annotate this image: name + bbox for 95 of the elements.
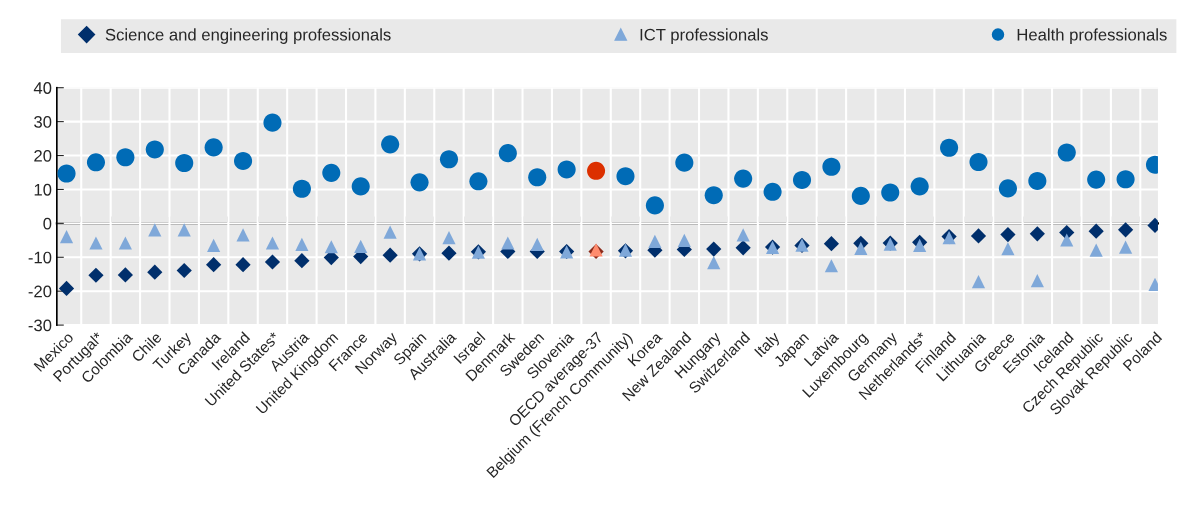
point bbox=[616, 167, 635, 186]
point bbox=[118, 236, 132, 250]
point bbox=[648, 234, 662, 248]
point bbox=[382, 247, 398, 263]
point bbox=[176, 262, 192, 279]
point bbox=[207, 238, 221, 252]
point bbox=[823, 236, 840, 252]
point bbox=[704, 186, 723, 205]
point bbox=[763, 182, 782, 201]
point bbox=[1000, 226, 1016, 243]
point bbox=[294, 253, 310, 269]
point bbox=[736, 228, 750, 242]
point bbox=[1119, 240, 1133, 254]
y-tick-label: -30 bbox=[28, 319, 52, 332]
y-tick-label: 10 bbox=[34, 183, 52, 196]
point bbox=[940, 138, 959, 157]
point bbox=[147, 264, 163, 280]
y-tick-label: 0 bbox=[43, 217, 52, 230]
y-tick-label: -10 bbox=[28, 251, 52, 264]
point bbox=[354, 239, 368, 253]
point bbox=[351, 177, 370, 196]
point bbox=[675, 153, 694, 172]
point bbox=[881, 183, 900, 202]
point bbox=[707, 256, 721, 270]
point bbox=[969, 152, 988, 172]
point bbox=[913, 238, 927, 252]
point bbox=[469, 172, 488, 191]
point bbox=[410, 173, 429, 192]
point bbox=[498, 144, 517, 163]
point bbox=[1057, 143, 1076, 162]
point bbox=[145, 140, 164, 159]
point bbox=[295, 237, 309, 251]
point bbox=[822, 157, 841, 176]
point bbox=[854, 241, 868, 256]
point bbox=[263, 113, 282, 132]
point bbox=[383, 225, 397, 239]
legend-label: ICT professionals bbox=[640, 28, 768, 44]
point bbox=[1030, 274, 1044, 288]
point bbox=[1117, 222, 1134, 238]
point bbox=[148, 223, 162, 237]
point bbox=[292, 179, 311, 198]
point bbox=[677, 233, 691, 247]
point bbox=[206, 257, 222, 273]
point bbox=[264, 254, 281, 270]
legend-label: Science and engineering professionals bbox=[105, 28, 391, 44]
point bbox=[322, 163, 341, 182]
point bbox=[439, 150, 459, 169]
point bbox=[236, 228, 250, 242]
point bbox=[792, 170, 812, 190]
point bbox=[235, 257, 251, 273]
point bbox=[265, 236, 280, 250]
point bbox=[735, 240, 751, 256]
point bbox=[117, 267, 133, 283]
point bbox=[324, 240, 338, 254]
point bbox=[442, 231, 456, 245]
legend-label: Health professionals bbox=[1017, 28, 1167, 44]
point bbox=[824, 259, 838, 273]
y-tick-label: 30 bbox=[34, 116, 52, 128]
point bbox=[88, 267, 104, 283]
point bbox=[501, 236, 515, 250]
point bbox=[57, 164, 76, 183]
point bbox=[1088, 223, 1104, 239]
point bbox=[89, 236, 103, 250]
point bbox=[1060, 233, 1074, 247]
point bbox=[998, 179, 1017, 198]
y-tick-label: -20 bbox=[28, 285, 52, 298]
point bbox=[971, 275, 986, 289]
point bbox=[1029, 226, 1045, 242]
point bbox=[734, 169, 753, 188]
point bbox=[530, 237, 544, 251]
point bbox=[645, 196, 664, 215]
point bbox=[59, 229, 74, 244]
point bbox=[1028, 171, 1047, 191]
point bbox=[175, 153, 194, 173]
point bbox=[587, 161, 606, 180]
point bbox=[1116, 170, 1135, 189]
point bbox=[116, 148, 135, 167]
point bbox=[910, 177, 929, 196]
point bbox=[970, 228, 987, 244]
point bbox=[528, 168, 547, 187]
point bbox=[177, 223, 191, 237]
point bbox=[381, 135, 400, 154]
point bbox=[1087, 170, 1106, 189]
point bbox=[557, 160, 576, 179]
y-tick-label: 40 bbox=[33, 82, 52, 94]
point bbox=[441, 245, 457, 261]
point bbox=[706, 241, 722, 257]
point bbox=[233, 151, 253, 171]
point bbox=[86, 153, 106, 172]
point bbox=[58, 280, 75, 297]
point bbox=[1089, 243, 1103, 257]
point bbox=[851, 186, 870, 205]
point bbox=[1001, 242, 1015, 256]
y-tick-label: 20 bbox=[34, 149, 52, 162]
point bbox=[204, 138, 223, 157]
